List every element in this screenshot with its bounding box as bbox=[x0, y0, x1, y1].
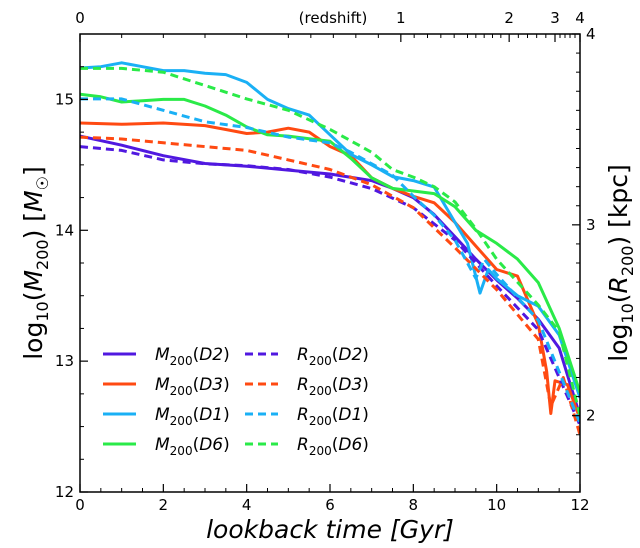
top-tick-label: 2 bbox=[504, 9, 514, 27]
y-right-tick-label: 4 bbox=[586, 25, 596, 43]
series-line-R_D6 bbox=[80, 66, 580, 417]
top-tick-label: 1 bbox=[396, 9, 406, 27]
series-layer bbox=[80, 61, 580, 436]
series-line-R_D1 bbox=[80, 97, 580, 424]
legend-label-M_D2: M200(D2) bbox=[155, 345, 230, 368]
y-right-axis-title: log10(R200) [kpc] bbox=[604, 164, 637, 361]
legend-label-R_D2: R200(D2) bbox=[297, 345, 369, 368]
top-axis-label: (redshift) bbox=[299, 9, 368, 27]
legend: M200(D2) M200(D3) M200(D1) M200(D6) R200(D2)… bbox=[103, 345, 369, 458]
y-left-axis-title: log10(M200) [M☉] bbox=[19, 166, 52, 360]
x-tick-label: 10 bbox=[487, 496, 506, 514]
series-line-M_D1 bbox=[80, 61, 580, 399]
y-left-tick-label: 15 bbox=[55, 90, 74, 108]
x-axis-title: lookback time [Gyr] bbox=[206, 515, 454, 544]
y-right-tick-label: 3 bbox=[586, 216, 596, 234]
y-left-tick-label: 13 bbox=[55, 352, 74, 370]
x-tick-label: 6 bbox=[325, 496, 335, 514]
x-tick-label: 0 bbox=[75, 496, 85, 514]
legend-label-M_D1: M200(D1) bbox=[155, 405, 230, 428]
legend-label-R_D6: R200(D6) bbox=[297, 435, 369, 458]
y-left-tick-label: 14 bbox=[55, 221, 74, 239]
top-tick-label: 4 bbox=[575, 9, 585, 27]
legend-label-M_D6: M200(D6) bbox=[155, 435, 230, 458]
x-tick-label: 8 bbox=[409, 496, 419, 514]
y-left-tick-label: 12 bbox=[55, 483, 74, 501]
legend-label-R_D3: R200(D3) bbox=[297, 375, 369, 398]
legend-label-M_D3: M200(D3) bbox=[155, 375, 230, 398]
legend-label-R_D1: R200(D1) bbox=[297, 405, 369, 428]
top-tick-label: 3 bbox=[550, 9, 560, 27]
x-tick-label: 2 bbox=[159, 496, 169, 514]
series-line-R_D3 bbox=[80, 135, 580, 436]
series-line-R_D2 bbox=[80, 145, 580, 426]
x-tick-label: 12 bbox=[570, 496, 589, 514]
y-right-tick-label: 2 bbox=[586, 407, 596, 425]
top-tick-label: 0 bbox=[75, 9, 85, 27]
x-tick-label: 4 bbox=[242, 496, 252, 514]
